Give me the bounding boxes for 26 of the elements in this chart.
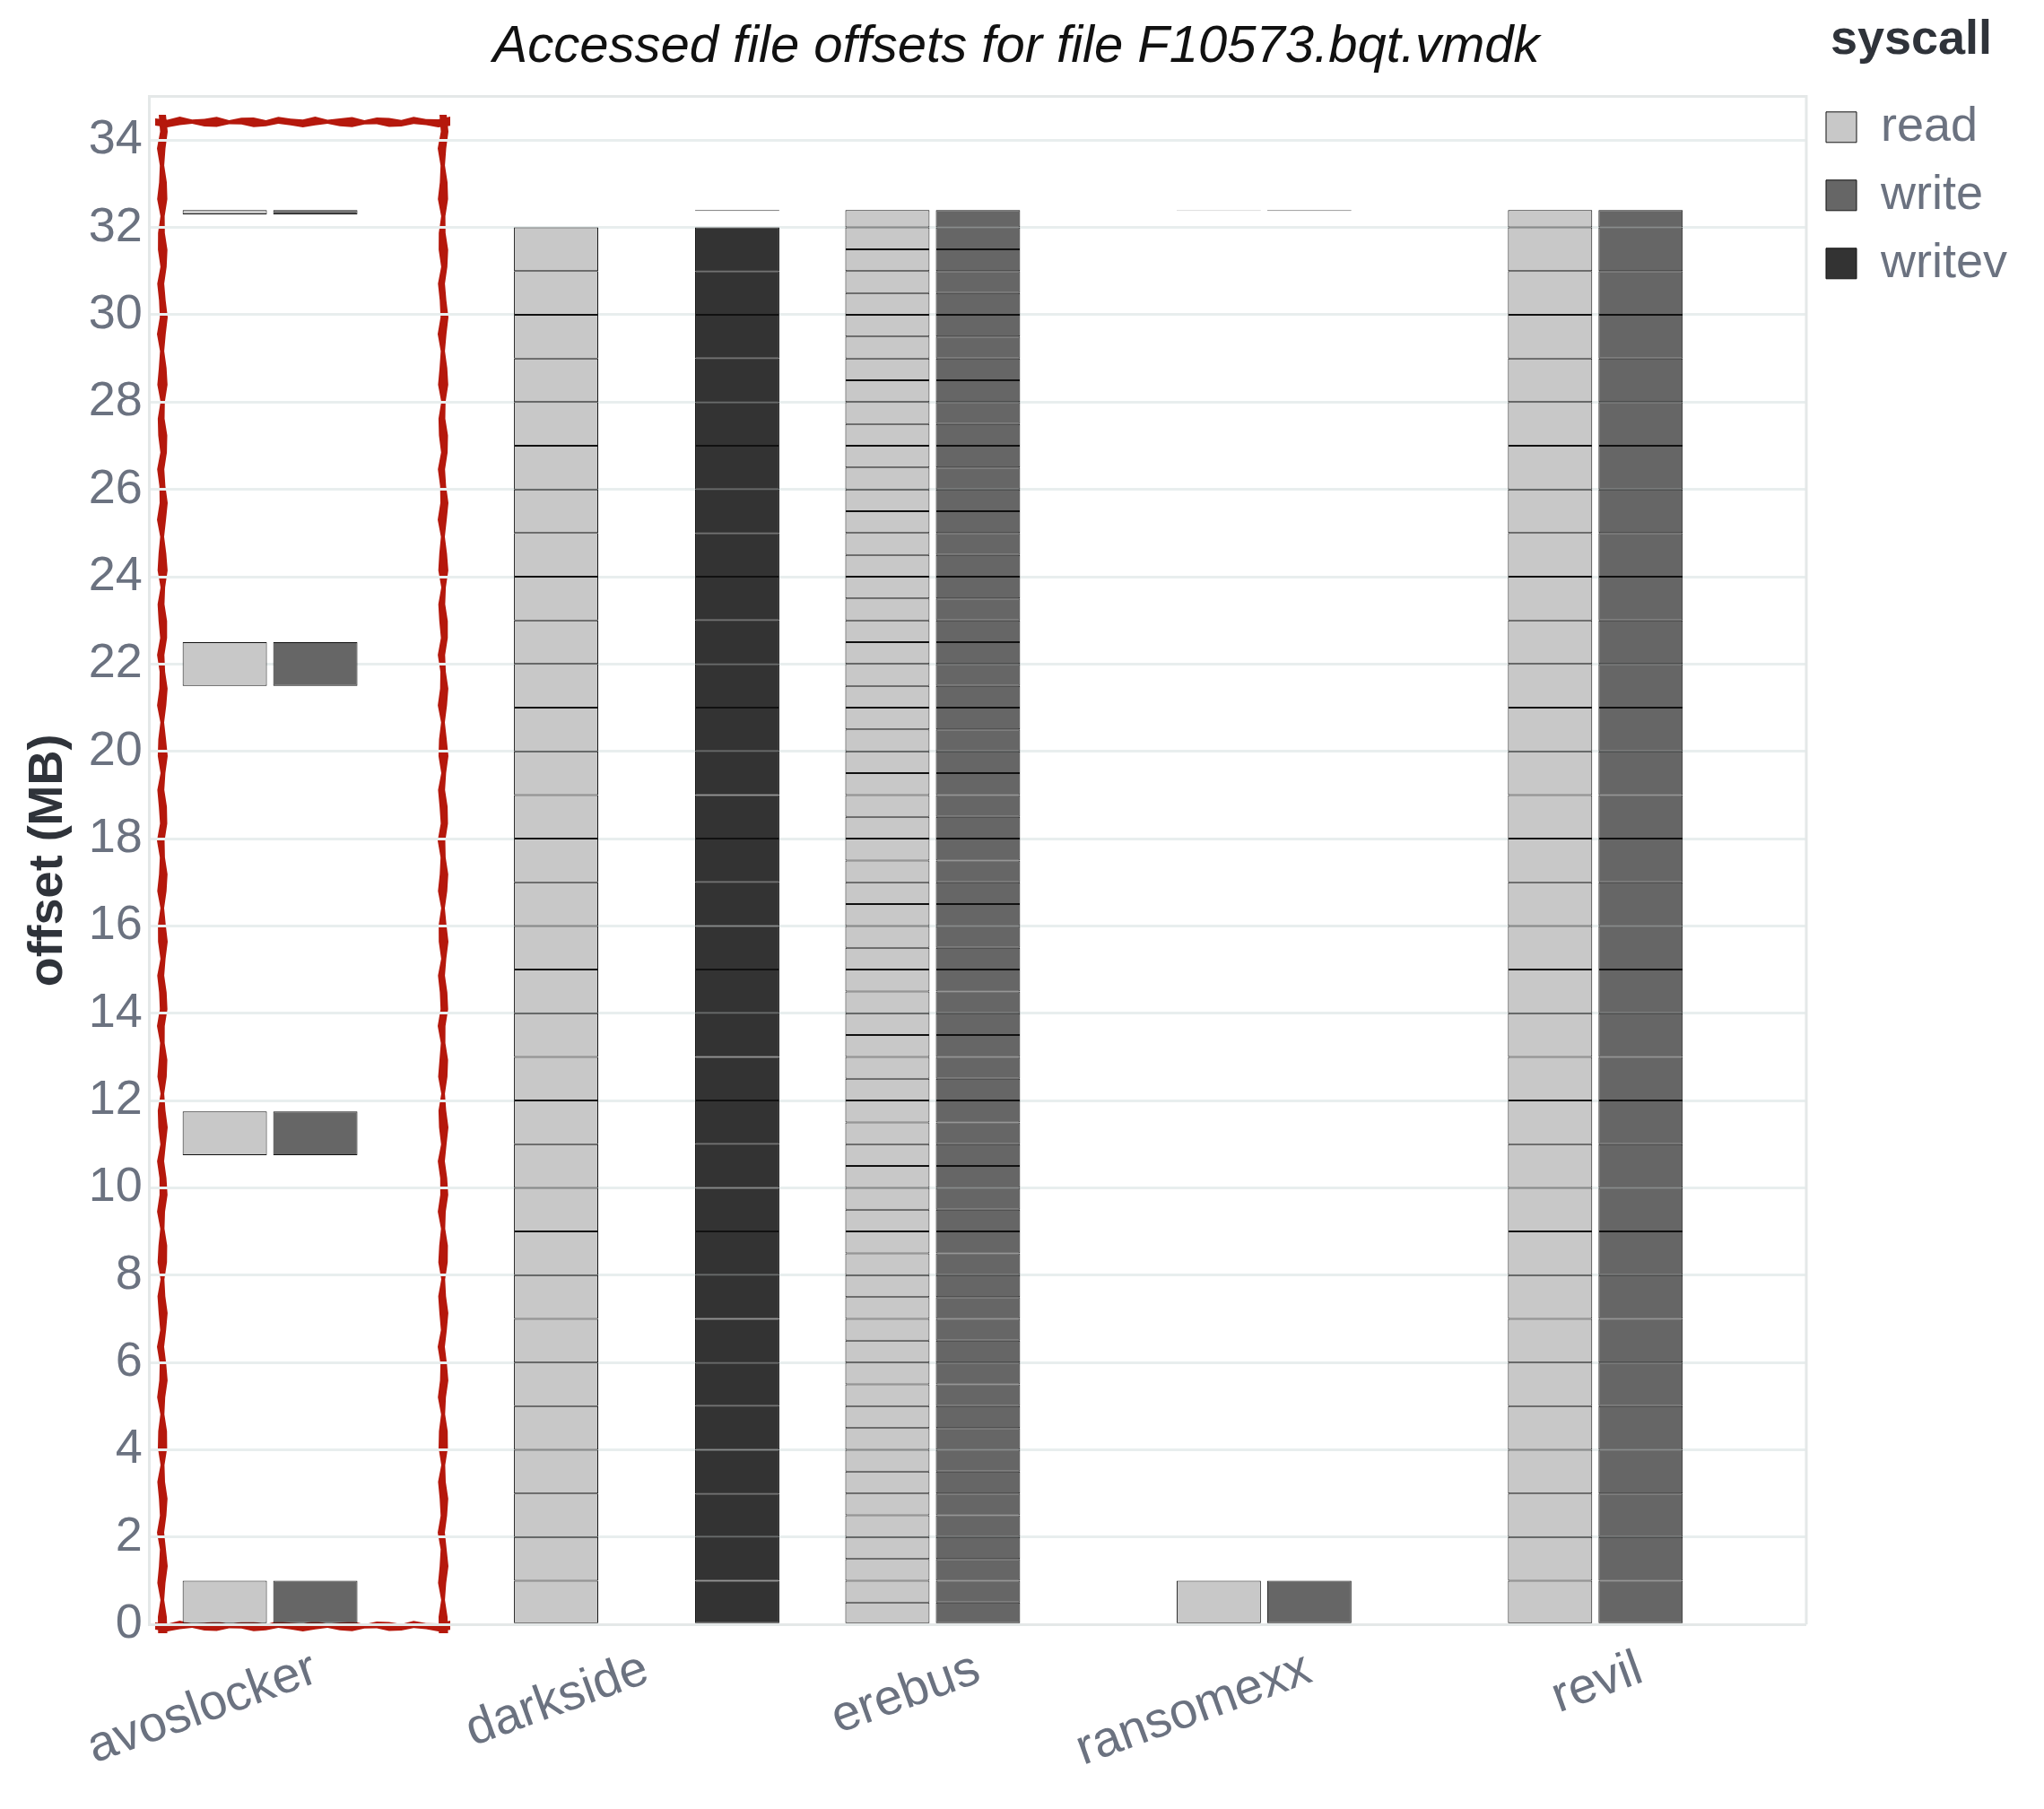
y-tick-label: 26	[88, 458, 143, 513]
y-tick-label: 34	[88, 109, 143, 164]
legend-label: write	[1879, 164, 1983, 219]
y-tick-label: 32	[88, 196, 143, 251]
chart-title: Accessed file offsets for file F10573.bqt.vmdk	[490, 13, 1543, 73]
y-tick-label: 22	[88, 633, 143, 688]
y-tick-label: 4	[115, 1419, 143, 1474]
y-tick-label: 0	[115, 1594, 143, 1648]
y-tick-label: 8	[115, 1244, 143, 1299]
y-tick-label: 2	[115, 1506, 143, 1561]
y-axis-title: offset (MB)	[18, 734, 73, 987]
legend-label: read	[1880, 96, 1979, 151]
y-tick-label: 16	[88, 895, 143, 950]
x-tick-label: erebus	[822, 1638, 987, 1744]
legend-title: syscall	[1830, 9, 1993, 64]
y-tick-label: 20	[88, 720, 143, 775]
y-tick-label: 12	[88, 1069, 143, 1124]
y-tick-label: 10	[88, 1157, 143, 1212]
x-tick-label: revil	[1543, 1638, 1649, 1723]
y-tick-label: 18	[88, 807, 143, 862]
legend-label: writev	[1879, 232, 2007, 287]
y-tick-label: 6	[115, 1332, 143, 1387]
y-tick-label: 14	[88, 982, 143, 1037]
y-tick-label: 24	[88, 545, 143, 600]
y-tick-label: 30	[88, 283, 143, 338]
y-tick-label: 28	[88, 371, 143, 426]
